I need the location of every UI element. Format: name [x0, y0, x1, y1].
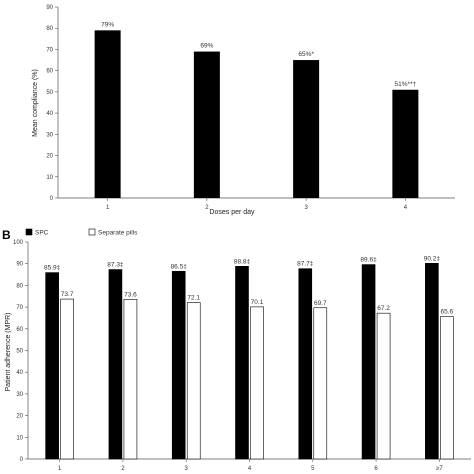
panel-b-chart: B Patient adherence (MPR) SPC Separate p… — [2, 228, 471, 472]
panel-a-data-label: 69% — [200, 43, 213, 50]
panel-a-bar — [392, 89, 419, 198]
panel-b-y-tick-label: 10 — [16, 435, 23, 441]
panel-b-y-tick-label: 40 — [16, 370, 23, 376]
panel-b-y-tick-label: 30 — [16, 392, 23, 398]
panel-b-x-tick-label: 6 — [374, 466, 378, 472]
panel-a-chart: Mean compliance (%) Doses per day 0 10 20 3… — [32, 5, 455, 216]
panel-b-data-label-spc: 87.3‡ — [107, 262, 124, 269]
panel-b-data-label-spc: 90.2‡ — [424, 255, 441, 262]
panel-b-y-tick-label: 50 — [16, 349, 23, 355]
panel-b-bar-separate-pills — [123, 298, 138, 460]
panel-b-bar-separate-pills — [440, 316, 454, 460]
panel-b-data-label-spc: 88.8‡ — [234, 258, 251, 265]
panel-b-y-tick-label: 0 — [20, 457, 24, 463]
panel-a-bar — [94, 30, 121, 198]
panel-a-x-tick-label: 4 — [404, 205, 408, 211]
panel-a-x-tick-label: 1 — [106, 205, 110, 211]
panel-b-data-label-separate-pills: 72.1 — [187, 295, 200, 302]
panel-a-y-tick-label: 90 — [46, 5, 53, 11]
panel-b-data-label-spc: 89.6‡ — [360, 257, 377, 264]
panel-a-y-tick-label: 40 — [46, 111, 53, 117]
panel-b-data-label-separate-pills: 73.6 — [124, 291, 137, 298]
panel-b-y-axis-label: Patient adherence (MPR) — [5, 313, 12, 392]
panel-b-data-label-spc: 86.5‡ — [171, 263, 188, 270]
panel-b-y-tick-label: 70 — [16, 305, 23, 311]
panel-b-bar-spc — [108, 269, 123, 460]
panel-b-y-tick-label: 90 — [16, 262, 23, 268]
panel-b-x-tick-label: ≥7 — [436, 466, 443, 472]
panel-b-bar-spc — [45, 272, 59, 460]
panel-b-y-tick-label: 60 — [16, 327, 23, 333]
panel-a-y-tick-label: 60 — [46, 69, 53, 75]
panel-a-x-tick-label: 2 — [205, 205, 209, 211]
panel-a-y-tick-label: 10 — [46, 175, 53, 181]
legend-swatch-separate-pills — [88, 228, 96, 236]
panel-b-x-tick-label: 3 — [185, 466, 189, 472]
panel-a-y-tick-label: 0 — [50, 196, 54, 202]
panel-b-bar-spc — [235, 266, 249, 460]
panel-b-bar-spc — [425, 262, 439, 460]
panel-a-y-axis-label: Mean compliance (%) — [32, 69, 39, 137]
panel-b-legend: SPC Separate pills — [25, 228, 138, 237]
panel-b-data-label-separate-pills: 67.2 — [377, 305, 390, 312]
panel-a-x-tick-label: 3 — [304, 205, 308, 211]
legend-swatch-spc — [25, 228, 33, 236]
panel-a-bar — [193, 51, 220, 198]
panel-a-x-axis-label: Doses per day — [209, 209, 255, 216]
panel-a-y-tick-label: 70 — [46, 47, 53, 53]
panel-b-data-label-spc: 87.7‡ — [297, 261, 314, 268]
panel-b-x-tick-label: 5 — [311, 466, 315, 472]
panel-b-bar-separate-pills — [313, 307, 328, 460]
panel-b-y-tick-label: 20 — [16, 414, 23, 420]
legend-label-separate-pills: Separate pills — [98, 230, 138, 237]
panel-b-data-label-separate-pills: 70.1 — [251, 299, 264, 306]
panel-b-data-label-separate-pills: 73.7 — [61, 291, 74, 298]
panel-a-y-tick-label: 30 — [46, 132, 53, 138]
panel-b-data-label-separate-pills: 69.7 — [314, 300, 327, 307]
panel-b-bar-spc — [171, 270, 186, 460]
panel-b-letter: B — [2, 228, 11, 242]
panel-b-y-tick-label: 100 — [13, 240, 24, 246]
panel-b-x-tick-label: 1 — [58, 466, 62, 472]
panel-a-y-tick-label: 50 — [46, 90, 53, 96]
panel-b-bar-separate-pills — [60, 298, 74, 460]
panel-a-data-label: 79% — [101, 21, 114, 28]
panel-b-x-tick-label: 4 — [248, 466, 252, 472]
panel-b-bar-spc — [298, 268, 313, 460]
legend-label-spc: SPC — [35, 230, 49, 237]
panel-b-data-label-separate-pills: 65.6 — [441, 309, 454, 316]
panel-a-y-tick-label: 80 — [46, 26, 53, 32]
panel-a-y-tick-label: 20 — [46, 154, 53, 160]
panel-a-bar — [293, 60, 320, 198]
panel-b-data-label-spc: 85.9‡ — [44, 265, 61, 272]
panel-b-bar-separate-pills — [186, 302, 201, 460]
panel-a-data-label: 65%* — [298, 51, 314, 58]
panel-b-y-tick-label: 80 — [16, 283, 23, 289]
panel-b-x-tick-label: 2 — [121, 466, 125, 472]
panel-a-data-label: 51%**† — [395, 81, 417, 88]
panel-b-bar-spc — [361, 264, 376, 460]
panel-b-bar-separate-pills — [250, 306, 264, 460]
panel-b-bar-separate-pills — [376, 312, 391, 460]
